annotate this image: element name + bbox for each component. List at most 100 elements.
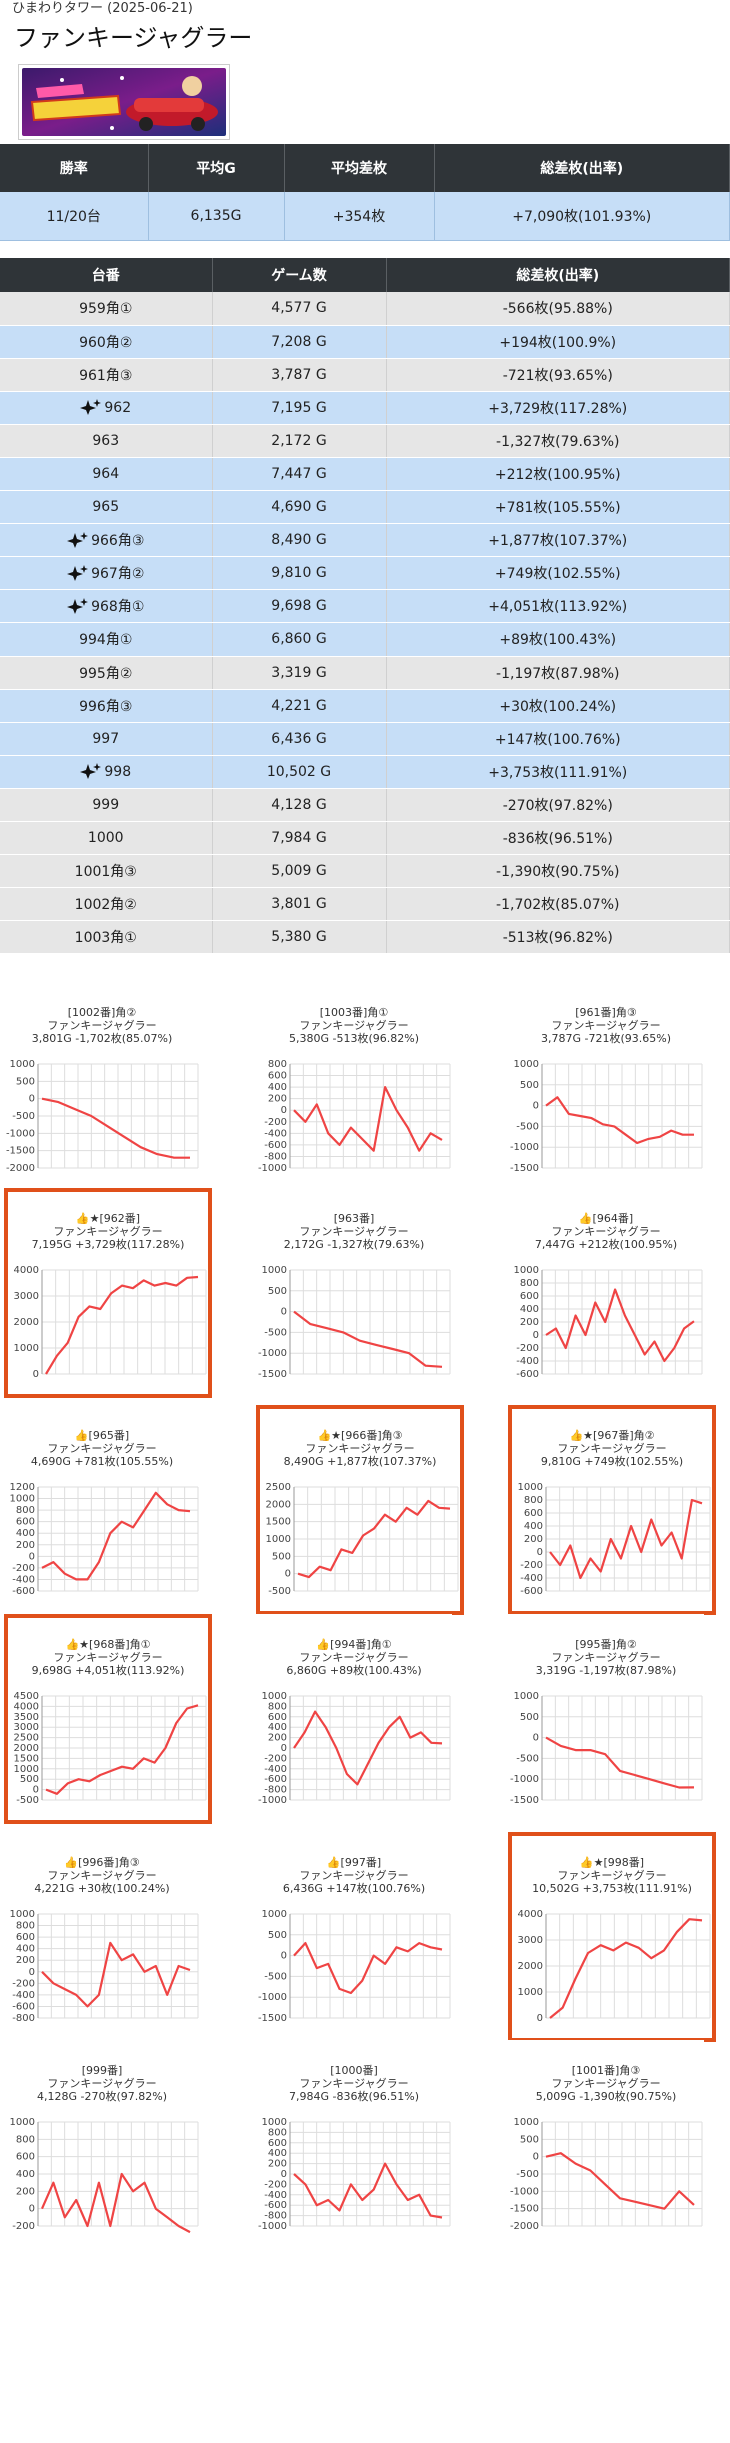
y-tick-label: 4000 [14, 1265, 39, 1276]
y-tick-label: -400 [12, 1574, 35, 1585]
chart-card[interactable]: 👍[996番]角③ ファンキージャグラー 4,221G +30枚(100.24%) 1… [4, 1832, 200, 2028]
summary-header-total-diff: 総差枚(出率) [434, 144, 730, 192]
chart-title: [1002番]角② [4, 1006, 200, 1020]
machine-no-cell: 1001角③ [0, 854, 213, 889]
chart-subtitle: ファンキージャグラー [557, 1869, 667, 1882]
machine-no: 962 [104, 400, 132, 417]
chart-card[interactable]: [963番] ファンキージャグラー 2,172G -1,327枚(79.63%) 10… [256, 1188, 452, 1384]
chart-title-text: [962番] [99, 1212, 141, 1225]
chart-card[interactable]: 👍★[967番]角② ファンキージャグラー 9,810G +749枚(102.55%… [508, 1405, 716, 1615]
y-tick-label: 4500 [14, 1691, 39, 1702]
y-tick-label: 0 [29, 1967, 35, 1978]
chart-card[interactable]: [1002番]角② ファンキージャグラー 3,801G -1,702枚(85.07%… [4, 982, 200, 1178]
chart-card[interactable]: 👍★[998番] ファンキージャグラー 10,502G +3,753枚(111.91… [508, 1832, 716, 2042]
summary-avg-games: 6,135G [148, 192, 285, 241]
chart-title: [961番]角③ [508, 1006, 704, 1020]
series-line [40, 2172, 191, 2234]
y-tick-label: -200 [12, 1978, 35, 1989]
col-header-games: ゲーム数 [212, 258, 387, 292]
page-title: ファンキージャグラー [14, 24, 253, 52]
chart-card[interactable]: 👍★[962番] ファンキージャグラー 7,195G +3,729枚(117.28%… [4, 1188, 212, 1398]
chart-card[interactable]: [995番]角② ファンキージャグラー 3,319G -1,197枚(87.98%)… [508, 1614, 704, 1810]
y-tick-label: 500 [520, 1712, 539, 1723]
machine-no: 1000 [87, 830, 124, 847]
sparkle-icon [67, 565, 89, 582]
y-tick-label: 1200 [10, 1482, 35, 1493]
games-cell: 8,490 G [212, 523, 387, 558]
y-tick-label: 200 [16, 1955, 35, 1966]
total-diff-cell: +30枚(100.24%) [386, 689, 730, 723]
chart-title-text: [999番] [81, 2064, 123, 2077]
y-tick-label: 500 [20, 1774, 39, 1785]
machine-no-cell: 999 [0, 788, 213, 823]
y-tick-label: 400 [524, 1521, 543, 1532]
chart-stats: 5,380G -513枚(96.82%) [288, 1032, 419, 1045]
games-cell: 6,436 G [212, 722, 387, 756]
y-tick-label: 400 [16, 2169, 35, 2180]
y-tick-label: 0 [533, 1330, 539, 1341]
chart-title-text: [963番] [333, 1212, 375, 1225]
chart-card[interactable]: [1000番] ファンキージャグラー 7,984G -836枚(96.51%) 100… [256, 2040, 452, 2236]
chart-card[interactable]: 👍[964番] ファンキージャグラー 7,447G +212枚(100.95%) 10… [508, 1188, 704, 1384]
total-diff-cell: -1,702枚(85.07%) [386, 887, 730, 922]
chart-card[interactable]: [961番]角③ ファンキージャグラー 3,787G -721枚(93.65%) 10… [508, 982, 704, 1178]
y-tick-label: 1500 [14, 1753, 39, 1764]
chart-card[interactable]: 👍[965番] ファンキージャグラー 4,690G +781枚(105.55%) 12… [4, 1405, 200, 1601]
col-header-machine-no: 台番 [0, 258, 213, 292]
y-tick-label: 2500 [14, 1733, 39, 1744]
machine-no-cell: 996角③ [0, 689, 213, 723]
chart-title: 👍[997番] [256, 1856, 452, 1870]
series-line [545, 1288, 695, 1363]
y-tick-label: 200 [268, 1094, 287, 1105]
total-diff-cell: -1,390枚(90.75%) [386, 854, 730, 889]
y-tick-label: -500 [16, 1795, 39, 1806]
y-tick-label: -1000 [510, 2186, 539, 2197]
chart-card[interactable]: [1001番]角③ ファンキージャグラー 5,009G -1,390枚(90.75%… [508, 2040, 704, 2236]
series-line [545, 2152, 695, 2210]
games-cell: 4,221 G [212, 689, 387, 723]
total-diff-cell: +749枚(102.55%) [386, 556, 730, 591]
chart-stats: 5,009G -1,390枚(90.75%) [535, 2090, 677, 2103]
machine-no-cell: 998 [0, 755, 213, 789]
summary-table: 勝率 平均G 平均差枚 総差枚(出率) 11/20台 6,135G +354枚 … [0, 144, 730, 241]
y-tick-label: 400 [16, 1944, 35, 1955]
y-tick-label: 2000 [14, 1743, 39, 1754]
series-line [45, 1275, 199, 1375]
total-diff-cell: +3,753枚(111.91%) [386, 755, 730, 789]
table-row: 967角② 9,810 G +749枚(102.55%) [0, 556, 730, 591]
chart-card[interactable]: 👍[997番] ファンキージャグラー 6,436G +147枚(100.76%) 10… [256, 1832, 452, 2028]
chart-card[interactable]: 👍[994番]角① ファンキージャグラー 6,860G +89枚(100.43%) 1… [256, 1614, 452, 1810]
chart-card[interactable]: [999番] ファンキージャグラー 4,128G -270枚(97.82%) 1000… [4, 2040, 200, 2236]
chart-card[interactable]: 👍★[968番]角① ファンキージャグラー 9,698G +4,051枚(113.9… [4, 1614, 212, 1824]
y-tick-label: 800 [268, 2127, 287, 2138]
y-tick-label: -200 [264, 1117, 287, 1128]
machine-no: 968角① [91, 599, 145, 616]
y-tick-label: -400 [520, 1573, 543, 1584]
chart-card[interactable]: 👍★[966番]角③ ファンキージャグラー 8,490G +1,877枚(107.3… [256, 1405, 464, 1615]
table-row: 968角① 9,698 G +4,051枚(113.92%) [0, 589, 730, 624]
y-tick-label: -400 [516, 1356, 539, 1367]
y-tick-label: 0 [33, 1785, 39, 1796]
line-chart: 4000 3000 2000 1000 0 [518, 1909, 711, 2024]
y-tick-label: 0 [29, 1551, 35, 1562]
series-line [293, 1710, 443, 1786]
table-row: 996角③ 4,221 G +30枚(100.24%) [0, 689, 730, 723]
y-tick-label: 1000 [10, 1059, 35, 1070]
chart-title: 👍★[998番] [512, 1856, 712, 1870]
y-tick-label: -500 [12, 1111, 35, 1122]
series-line [293, 1941, 443, 1995]
line-chart: 1000 500 0 -500 -1000 -1500 [510, 1059, 703, 1174]
thumb-icon: 👍 [74, 1429, 89, 1442]
chart-stats: 10,502G +3,753枚(111.91%) [532, 1882, 692, 1895]
chart-title-text: [1002番]角② [67, 1006, 137, 1019]
games-cell: 6,860 G [212, 622, 387, 657]
chart-subtitle: ファンキージャグラー [47, 2077, 157, 2090]
y-tick-label: -1500 [510, 1163, 539, 1174]
table-row: 1002角② 3,801 G -1,702枚(85.07%) [0, 887, 730, 922]
chart-card[interactable]: [1003番]角① ファンキージャグラー 5,380G -513枚(96.82%) 8… [256, 982, 452, 1178]
chart-title-text: [968番]角① [89, 1638, 151, 1651]
y-tick-label: 600 [520, 1291, 539, 1302]
y-tick-label: 0 [29, 1094, 35, 1105]
thumb-star-icon: 👍★ [65, 1638, 90, 1651]
